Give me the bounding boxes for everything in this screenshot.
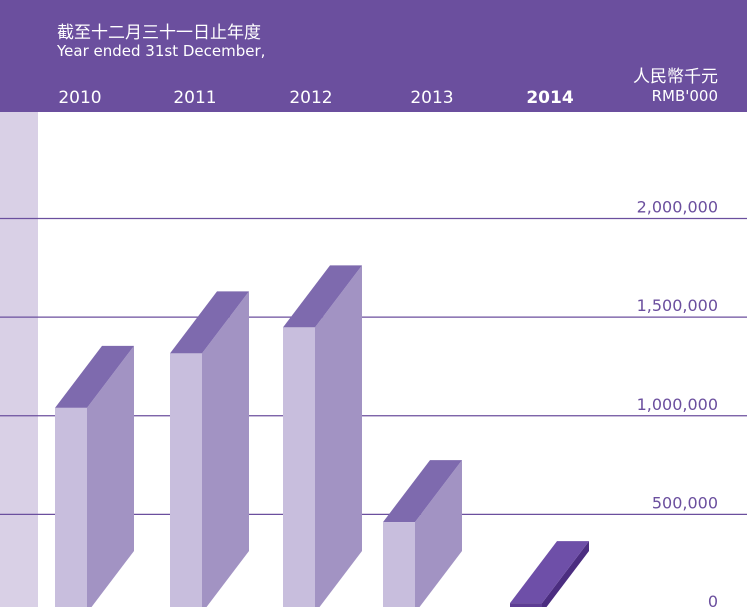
bar-side: [202, 291, 249, 607]
title-zh: 截至十二月三十一日止年度: [57, 23, 261, 43]
y-tick-label: 0: [708, 592, 718, 607]
bar: [510, 603, 542, 607]
bar-side: [415, 460, 462, 607]
bar: [383, 522, 415, 607]
bar-top: [383, 460, 462, 523]
bar-top: [55, 345, 134, 408]
bar-top: [510, 541, 589, 604]
x-tick-label: 2013: [410, 88, 453, 108]
unit-zh: 人民幣千元: [633, 67, 718, 87]
unit: RMB'000: [652, 87, 718, 105]
title: Year ended 31st December,: [56, 42, 265, 60]
y-tick-label: 500,000: [652, 493, 718, 512]
y-tick-label: 1,000,000: [637, 395, 718, 414]
bar: [283, 327, 315, 607]
y-tick-label: 2,000,000: [637, 198, 718, 217]
x-tick-label: 2011: [173, 88, 216, 108]
bar-side: [87, 345, 134, 607]
x-tick-label: 2010: [58, 88, 101, 108]
bar-side: [315, 265, 362, 607]
header-band: [0, 0, 747, 112]
bar: [170, 353, 202, 607]
bar-top: [283, 265, 362, 328]
x-tick-label: 2014: [526, 88, 573, 108]
bar-top: [170, 291, 249, 354]
bar-side: [542, 541, 589, 607]
bar: [55, 407, 87, 607]
x-tick-label: 2012: [289, 88, 332, 108]
y-tick-label: 1,500,000: [637, 296, 718, 315]
